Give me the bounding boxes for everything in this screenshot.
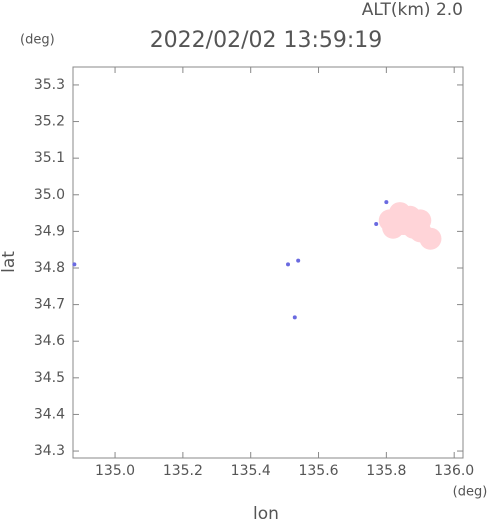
y-tick-label: 35.2: [34, 114, 65, 130]
echo-point: [286, 262, 291, 267]
x-axis-label: lon: [253, 504, 279, 521]
y-tick-label: 34.5: [34, 370, 65, 386]
x-unit: (deg): [453, 485, 488, 500]
y-tick-label: 34.6: [34, 333, 65, 349]
x-tick-label: 135.4: [231, 463, 271, 479]
y-tick-label: 34.7: [34, 297, 65, 313]
y-tick-label: 34.4: [34, 406, 65, 422]
y-axis-label: lat: [0, 251, 19, 273]
x-tick-label: 135.8: [366, 463, 406, 479]
echo-point: [409, 209, 432, 232]
altitude-label: ALT(km) 2.0: [362, 0, 463, 20]
chart-title: 2022/02/02 13:59:19: [150, 28, 383, 53]
echo-point: [296, 258, 301, 263]
echo-point: [382, 216, 405, 239]
echo-point: [292, 315, 297, 320]
y-tick-label: 34.9: [34, 223, 65, 239]
y-tick-label: 34.3: [34, 443, 65, 459]
y-tick-label: 35.1: [34, 150, 65, 166]
y-tick-label: 35.0: [34, 187, 65, 203]
echo-point: [374, 222, 379, 227]
plot-frame: [72, 66, 464, 459]
x-tick-label: 136.0: [434, 463, 474, 479]
echo-point: [72, 262, 77, 267]
echo-point: [384, 200, 389, 205]
x-tick-label: 135.6: [298, 463, 338, 479]
x-tick-label: 135.2: [163, 463, 203, 479]
y-tick-label: 35.3: [34, 77, 65, 93]
y-tick-label: 34.8: [34, 260, 65, 276]
y-unit: (deg): [20, 33, 55, 48]
echo-point: [419, 227, 442, 250]
x-tick-label: 135.0: [95, 463, 135, 479]
